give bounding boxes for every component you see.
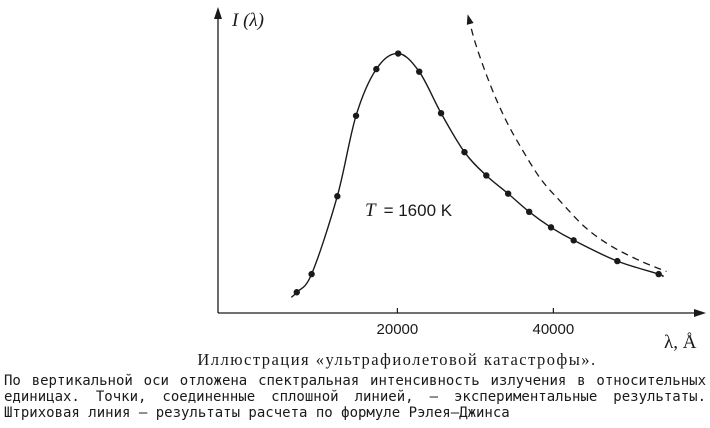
data-point: [504, 190, 512, 197]
figure-caption: Иллюстрация «ультрафиолетовой катастрофы…: [197, 350, 597, 369]
temperature-symbol: T: [365, 200, 377, 221]
x-axis-arrow: [694, 309, 706, 317]
description-line: Штриховая линия — результаты расчета по …: [4, 405, 510, 421]
data-point: [416, 68, 423, 75]
chart: I (λ) λ, Å T = 1600 K 20000 40000: [214, 7, 706, 352]
data-point: [525, 208, 533, 216]
figure-description: По вертикальной оси отложена спектральна…: [4, 373, 706, 421]
y-axis-arrow: [214, 7, 222, 19]
data-point: [308, 270, 315, 278]
data-point: [293, 289, 300, 296]
description-line: единицах. Точки, соединенные сплошной ли…: [4, 389, 706, 405]
data-point: [614, 257, 621, 265]
data-point: [461, 148, 468, 156]
data-point: [570, 237, 577, 244]
x-ticks: 20000 40000: [377, 308, 575, 338]
solid-curve: [290, 52, 664, 298]
data-point: [547, 224, 555, 231]
description-line: По вертикальной оси отложена спектральна…: [4, 373, 706, 389]
data-point: [352, 112, 360, 119]
data-point: [483, 172, 490, 179]
x-tick-label: 20000: [377, 321, 419, 338]
x-axis-label: λ, Å: [664, 332, 697, 352]
dashed-curve: [467, 17, 667, 273]
data-point: [373, 65, 380, 73]
data-point: [655, 270, 662, 278]
data-points: [293, 50, 662, 296]
y-axis-label: I (λ): [231, 10, 264, 31]
temperature-value: = 1600 K: [384, 201, 453, 220]
temperature-annotation: T = 1600 K: [365, 200, 453, 221]
data-point: [394, 50, 402, 57]
data-point: [334, 193, 341, 200]
curves: [290, 14, 667, 298]
dashed-curve-arrow: [466, 14, 474, 25]
data-point: [437, 109, 445, 117]
x-tick-label: 40000: [533, 321, 575, 338]
